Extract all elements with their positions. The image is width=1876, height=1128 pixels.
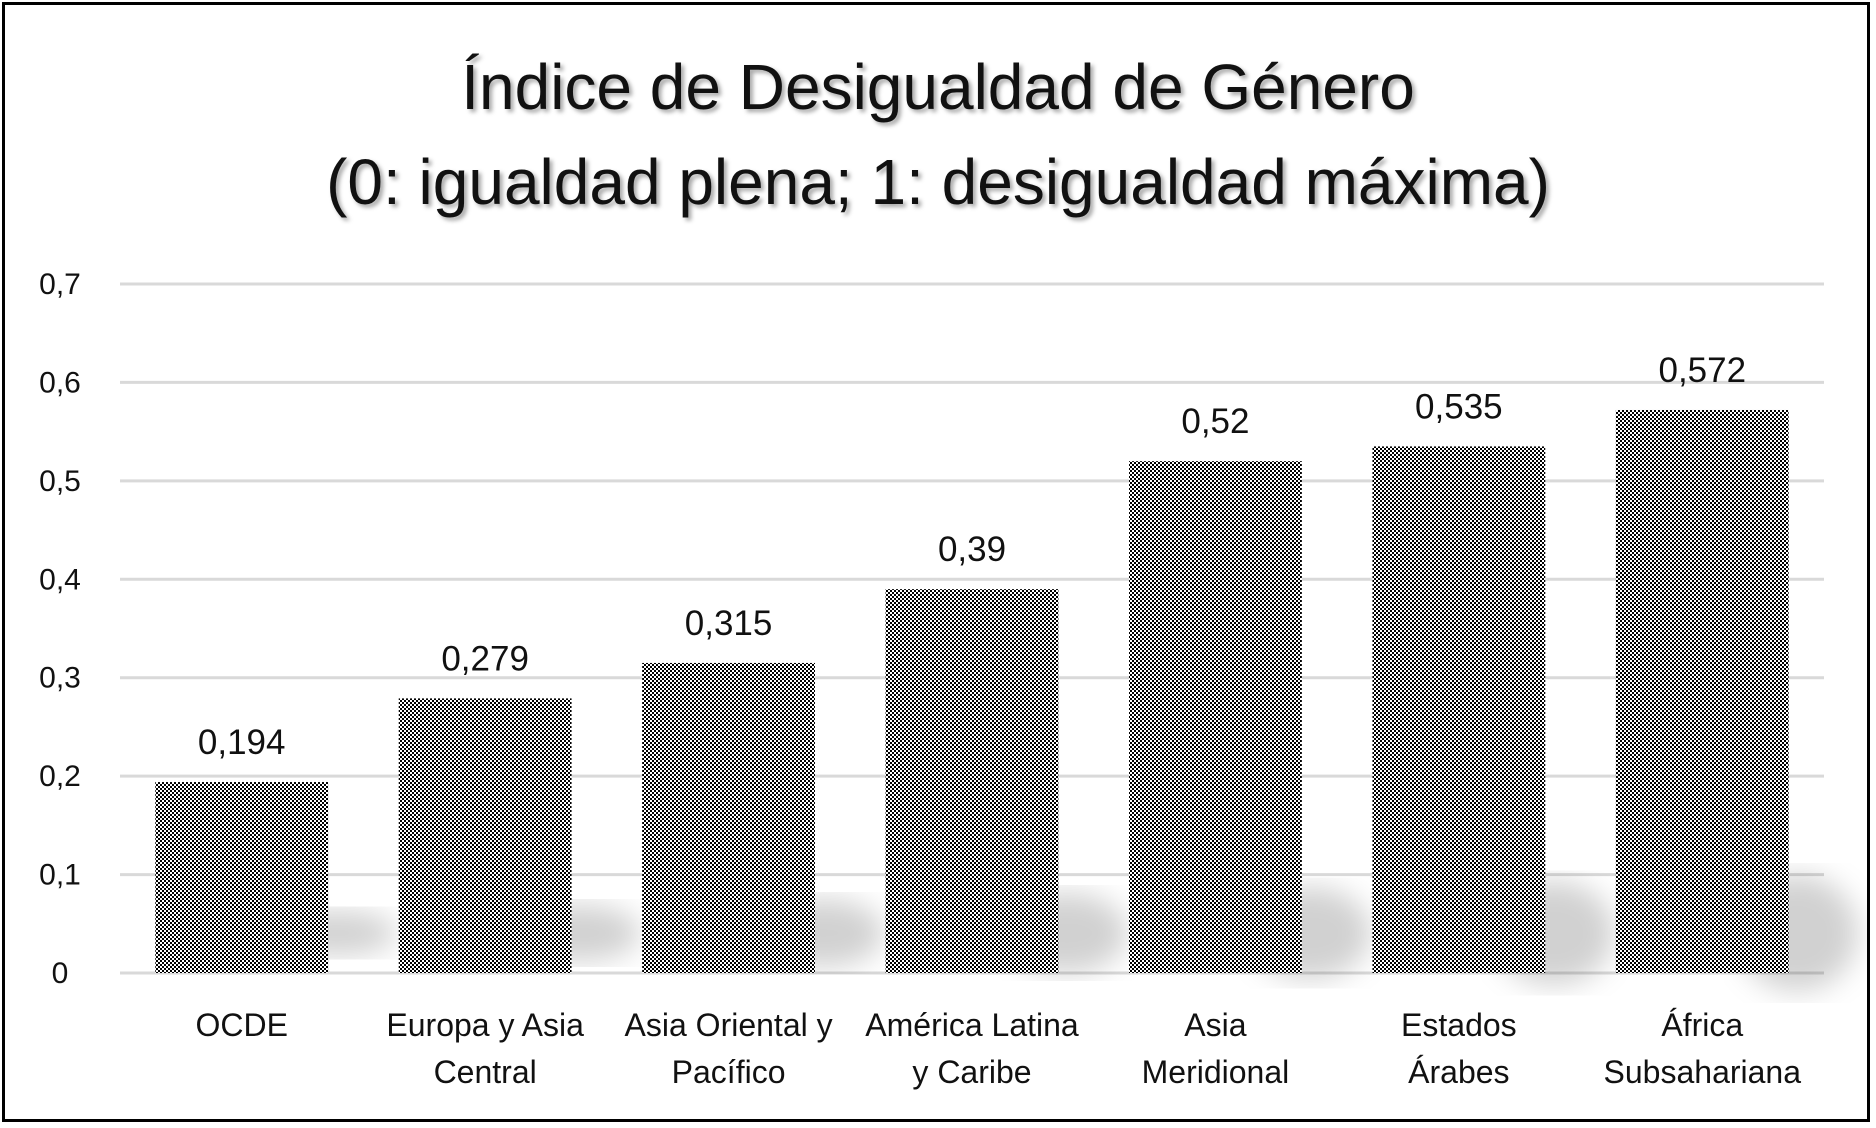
bar — [1129, 461, 1302, 973]
x-category-label: Pacífico — [672, 1054, 786, 1090]
data-label: 0,572 — [1658, 351, 1746, 390]
data-label: 0,194 — [198, 723, 286, 762]
data-label: 0,39 — [938, 530, 1006, 569]
y-tick-label: 0,6 — [39, 366, 81, 399]
data-label: 0,279 — [441, 639, 529, 678]
x-category-label: Meridional — [1142, 1054, 1290, 1090]
x-category-label: Árabes — [1408, 1054, 1509, 1090]
bar — [642, 662, 815, 973]
x-category-label: Estados — [1401, 1007, 1517, 1043]
y-tick-label: 0,7 — [39, 268, 81, 301]
y-tick-label: 0,4 — [39, 563, 81, 596]
x-category-label: América Latina — [865, 1007, 1079, 1043]
x-category-label: Subsahariana — [1604, 1054, 1802, 1090]
chart-title-line-2: (0: igualdad plena; 1: desigualdad máxim… — [326, 146, 1550, 218]
data-label: 0,535 — [1415, 387, 1503, 426]
data-label: 0,52 — [1181, 402, 1249, 441]
bar — [1615, 409, 1789, 973]
x-category-label: OCDE — [195, 1007, 287, 1043]
bar — [885, 589, 1059, 973]
y-tick-label: 0,5 — [39, 465, 81, 498]
x-category-label: África — [1661, 1007, 1743, 1043]
y-tick-label: 0,2 — [39, 760, 81, 793]
bar — [398, 698, 572, 973]
bar — [155, 782, 329, 973]
y-tick-label: 0,1 — [39, 859, 81, 892]
x-category-label: y Caribe — [912, 1054, 1031, 1090]
x-category-label: Asia — [1184, 1007, 1246, 1043]
bar — [1372, 446, 1546, 974]
x-category-label: Europa y Asia — [386, 1007, 584, 1043]
x-category-label: Asia Oriental y — [625, 1007, 833, 1043]
x-category-label: Central — [434, 1054, 537, 1090]
chart-title-line-1: Índice de Desigualdad de Género — [461, 51, 1415, 123]
data-label: 0,315 — [685, 604, 773, 643]
y-tick-label: 0,3 — [39, 662, 81, 695]
y-tick-label: 0 — [52, 957, 69, 990]
